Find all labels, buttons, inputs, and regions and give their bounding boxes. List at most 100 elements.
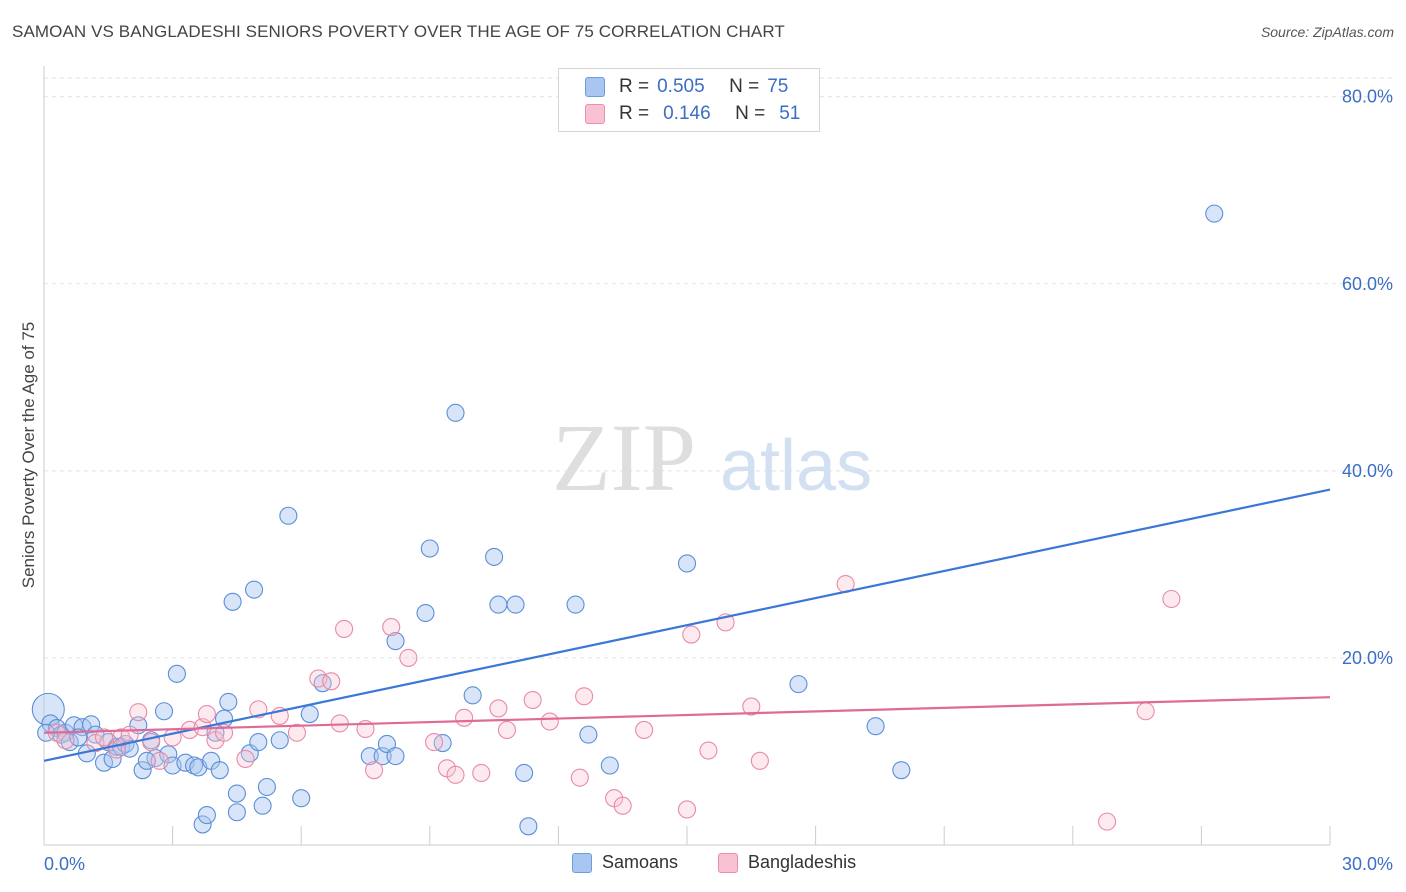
data-point [210, 761, 229, 780]
data-point [600, 756, 619, 775]
data-point [253, 796, 272, 815]
x-tick-label: 30.0% [1342, 854, 1393, 874]
data-point [446, 403, 465, 422]
data-point [1205, 204, 1224, 223]
data-point [892, 761, 911, 780]
data-point [579, 725, 598, 744]
data-point [223, 592, 242, 611]
data-point [287, 723, 306, 742]
watermark: ZIP atlas [552, 404, 872, 511]
data-point [279, 506, 298, 525]
data-point [540, 712, 559, 731]
y-axis-label: Seniors Poverty Over the Age of 75 [19, 322, 38, 588]
data-point [789, 675, 808, 694]
data-point [300, 704, 319, 724]
grid-lines [44, 77, 1392, 659]
data-point [197, 704, 216, 724]
data-point [244, 580, 264, 599]
legend-n-label: N = [729, 76, 760, 97]
data-point [322, 672, 341, 691]
data-point [373, 747, 392, 766]
data-point [167, 664, 186, 683]
legend-row-samoans: R = 0.505 N = 75 [585, 75, 788, 99]
x-tick-label: 0.0% [44, 854, 85, 874]
y-tick-label: 20.0% [1342, 648, 1393, 668]
data-point [699, 741, 718, 760]
legend-n-value: 51 [779, 103, 801, 124]
legend-n-label: N = [735, 103, 766, 124]
data-point [566, 595, 585, 614]
bottom-legend-samoans: Samoans [572, 852, 678, 873]
legend-r-label: R = [619, 76, 650, 97]
data-point [489, 699, 508, 718]
data-point [365, 761, 384, 780]
data-point [1136, 702, 1155, 721]
data-point [519, 817, 538, 836]
data-point [292, 789, 311, 808]
legend-swatch-bangladeshis [585, 104, 605, 124]
data-point [82, 715, 101, 734]
data-point [386, 632, 405, 651]
data-point [129, 703, 148, 722]
data-point [523, 690, 542, 710]
data-point [446, 765, 465, 784]
data-point [1098, 812, 1117, 831]
data-point [485, 547, 504, 566]
series-samoans [31, 204, 1224, 836]
trend-lines [43, 488, 1331, 762]
legend-n-value: 75 [767, 76, 789, 97]
data-point [257, 777, 276, 797]
data-point [682, 625, 701, 644]
data-point [677, 800, 697, 819]
watermark-zip: ZIP [552, 404, 696, 511]
y-tick-label: 40.0% [1342, 461, 1393, 481]
data-point [154, 702, 174, 721]
data-point [399, 648, 418, 667]
data-point [270, 731, 289, 750]
bottom-legend-label-bangladeshis: Bangladeshis [748, 852, 857, 872]
data-point [742, 697, 761, 716]
data-point [635, 720, 654, 740]
data-point [575, 687, 594, 706]
trend-line-bangladeshis [43, 696, 1331, 734]
data-point [463, 686, 482, 705]
data-point [193, 815, 212, 834]
data-point [515, 763, 534, 783]
data-point [335, 619, 354, 638]
data-point [150, 751, 169, 770]
data-point [249, 733, 268, 752]
data-point [570, 768, 589, 787]
data-point [1162, 589, 1181, 609]
data-point [94, 753, 114, 772]
series-bangladeshis [47, 574, 1181, 831]
bottom-legend-swatch-samoans [572, 852, 592, 873]
legend-r-label: R = [619, 103, 650, 124]
trend-line-samoans [43, 488, 1331, 762]
data-point [227, 784, 246, 803]
tick-labels: 20.0% 40.0% 60.0% 80.0% 0.0% 30.0% [44, 87, 1393, 874]
data-point [420, 539, 439, 558]
axes [43, 66, 1331, 846]
data-point [219, 692, 238, 711]
watermark-atlas: atlas [720, 426, 872, 506]
data-point [133, 761, 152, 780]
data-point [416, 603, 435, 623]
data-point [386, 747, 405, 766]
data-point [489, 595, 508, 614]
legend-r-value: 0.505 [657, 76, 705, 97]
data-point [236, 749, 255, 768]
data-point [227, 803, 246, 822]
data-point [197, 806, 216, 825]
data-point [750, 751, 769, 770]
data-point [613, 796, 632, 815]
data-point [455, 708, 474, 727]
data-point [425, 733, 444, 752]
legend-swatch-samoans [585, 77, 605, 97]
data-point [506, 595, 525, 614]
data-point [360, 747, 379, 766]
legend: R = 0.505 N = 75 R = 0.146 N = 51 [558, 68, 820, 132]
data-point [137, 751, 156, 770]
bottom-legend-bangladeshis: Bangladeshis [718, 852, 856, 873]
bottom-legend-label-samoans: Samoans [602, 852, 679, 872]
